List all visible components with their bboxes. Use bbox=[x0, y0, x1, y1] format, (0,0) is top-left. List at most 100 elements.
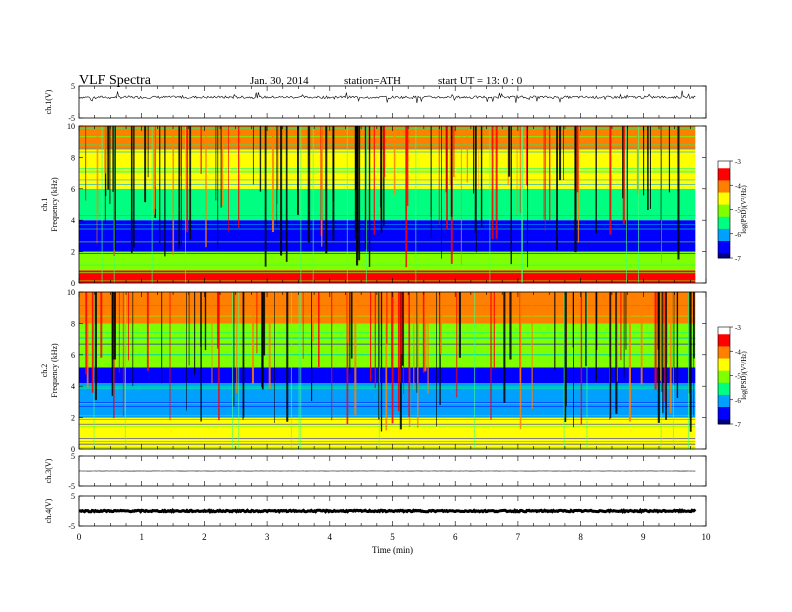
colorbar-tick-label: -5 bbox=[735, 373, 741, 381]
colorbar-cell bbox=[718, 348, 730, 352]
ch1-spectrogram: -3 -4 -5 -6 -7 log(PSD)(V²/Hz) 0 2 4 6 8 10 ch.1 Freq… bbox=[40, 122, 748, 288]
colorbar-cell bbox=[718, 380, 730, 384]
colorbar-tick-label: -3 bbox=[735, 324, 741, 332]
colorbar-cell bbox=[718, 202, 730, 206]
y-tick-label: 8 bbox=[71, 153, 75, 162]
figure-title: VLF Spectra bbox=[79, 73, 151, 88]
ch3-waveform: 5 -5 ch.3(V) bbox=[44, 452, 707, 491]
colorbar-label: log(PSD)(V²/Hz) bbox=[740, 351, 748, 400]
colorbar-tick-label: -4 bbox=[735, 348, 741, 356]
colorbar-cell bbox=[718, 375, 730, 379]
colorbar-cell bbox=[718, 214, 730, 218]
y-tick-label: -5 bbox=[68, 482, 75, 491]
y-tick-label: 6 bbox=[71, 185, 75, 194]
colorbar-cell bbox=[718, 177, 730, 181]
y-tick-label: 5 bbox=[71, 82, 75, 91]
x-tick-label: 6 bbox=[453, 532, 458, 542]
colorbar-cell bbox=[718, 204, 730, 208]
y-tick-label: 4 bbox=[71, 382, 75, 391]
ch2-spectrogram: -3 -4 -5 -6 -7 log(PSD)(V²/Hz) 0 2 4 6 8 10 ch.2 Freq… bbox=[40, 288, 748, 454]
y-tick-label: 6 bbox=[71, 351, 75, 360]
colorbar-cell bbox=[718, 346, 730, 350]
y-tick-label: 0 bbox=[71, 279, 75, 288]
x-tick-label: 9 bbox=[641, 532, 646, 542]
y-tick-label: 2 bbox=[71, 248, 75, 257]
colorbar-cell bbox=[718, 411, 730, 415]
colorbar-tick-label: -5 bbox=[735, 207, 741, 215]
colorbar-cell bbox=[718, 392, 730, 396]
colorbar-cell bbox=[718, 233, 730, 237]
colorbar-cell bbox=[718, 377, 730, 381]
station-label: station=ATH bbox=[344, 75, 401, 87]
colorbar-cell bbox=[718, 245, 730, 249]
colorbar-cell bbox=[718, 414, 730, 418]
colorbar-tick-label: -6 bbox=[735, 231, 741, 239]
y-tick-label: -5 bbox=[68, 522, 75, 531]
colorbar-cell bbox=[718, 407, 730, 410]
colorbar-cell bbox=[718, 356, 730, 360]
ch1-waveform-trace bbox=[78, 90, 696, 103]
colorbar-cell bbox=[718, 351, 730, 355]
colorbar-cell bbox=[718, 339, 730, 343]
colorbar-tick-label: -4 bbox=[735, 182, 741, 190]
spectrum-band-5 bbox=[79, 126, 696, 150]
colorbar-cell bbox=[718, 421, 730, 425]
colorbar-cell bbox=[718, 241, 730, 244]
y-tick-label: -5 bbox=[68, 114, 75, 123]
colorbar-cell bbox=[718, 390, 730, 393]
x-tick-label: 3 bbox=[265, 532, 270, 542]
colorbar-cell bbox=[718, 224, 730, 227]
colorbar-cell bbox=[718, 211, 730, 215]
colorbar-cell bbox=[718, 248, 730, 252]
y-tick-label: 4 bbox=[71, 216, 75, 225]
colorbar-cell bbox=[718, 373, 730, 376]
x-tick-label: 1 bbox=[139, 532, 144, 542]
colorbar-cell bbox=[718, 168, 730, 172]
colorbar-cell bbox=[718, 336, 730, 340]
x-tick-label: 10 bbox=[702, 532, 712, 542]
colorbar-cell bbox=[718, 387, 730, 391]
colorbar-cell bbox=[718, 165, 730, 169]
colorbar-cell bbox=[718, 180, 730, 184]
x-tick-label: 8 bbox=[578, 532, 583, 542]
date-label: Jan. 30, 2014 bbox=[250, 75, 309, 87]
x-tick-label: 2 bbox=[202, 532, 207, 542]
x-tick-label: 4 bbox=[328, 532, 333, 542]
y-axis-label: ch.3(V) bbox=[44, 458, 53, 483]
colorbar-cell bbox=[718, 358, 730, 362]
colorbar-cell bbox=[718, 216, 730, 220]
colorbar-cell bbox=[718, 341, 730, 345]
colorbar-cell bbox=[718, 207, 730, 210]
colorbar-label: log(PSD)(V²/Hz) bbox=[740, 185, 748, 234]
y-tick-label: 0 bbox=[71, 445, 75, 454]
y-tick-label: 8 bbox=[71, 319, 75, 328]
y-axis-label: ch.2 bbox=[40, 364, 49, 378]
colorbar-cell bbox=[718, 329, 730, 333]
x-tick-label: 7 bbox=[516, 532, 521, 542]
y-axis-label: Frequency (kHz) bbox=[50, 177, 59, 232]
spectrum-band-2 bbox=[79, 220, 696, 252]
colorbar-cell bbox=[718, 331, 730, 335]
colorbar-cell bbox=[718, 382, 730, 386]
colorbar-cell bbox=[718, 343, 730, 347]
colorbar-cell bbox=[718, 209, 730, 213]
colorbar-cell bbox=[718, 368, 730, 372]
colorbar-cell bbox=[718, 192, 730, 196]
colorbar-cell bbox=[718, 194, 730, 198]
time-axis: 0 1 2 3 4 5 6 7 8 9 10 Time (min) bbox=[77, 532, 711, 555]
x-tick-label: 0 bbox=[77, 532, 82, 542]
colorbar-cell bbox=[718, 402, 730, 406]
colorbar-tick-label: -6 bbox=[735, 397, 741, 405]
colorbar-cell bbox=[718, 365, 730, 369]
colorbar-cell bbox=[718, 199, 730, 203]
colorbar-tick-label: -3 bbox=[735, 158, 741, 166]
colorbar-cell bbox=[718, 409, 730, 413]
colorbar-cell bbox=[718, 170, 730, 174]
colorbar-cell bbox=[718, 255, 730, 259]
colorbar-cell bbox=[718, 236, 730, 240]
colorbar-cell bbox=[718, 231, 730, 235]
colorbar-cell bbox=[718, 187, 730, 191]
y-tick-label: 5 bbox=[71, 452, 75, 461]
colorbar-cell bbox=[718, 419, 730, 423]
y-tick-label: 5 bbox=[71, 492, 75, 501]
